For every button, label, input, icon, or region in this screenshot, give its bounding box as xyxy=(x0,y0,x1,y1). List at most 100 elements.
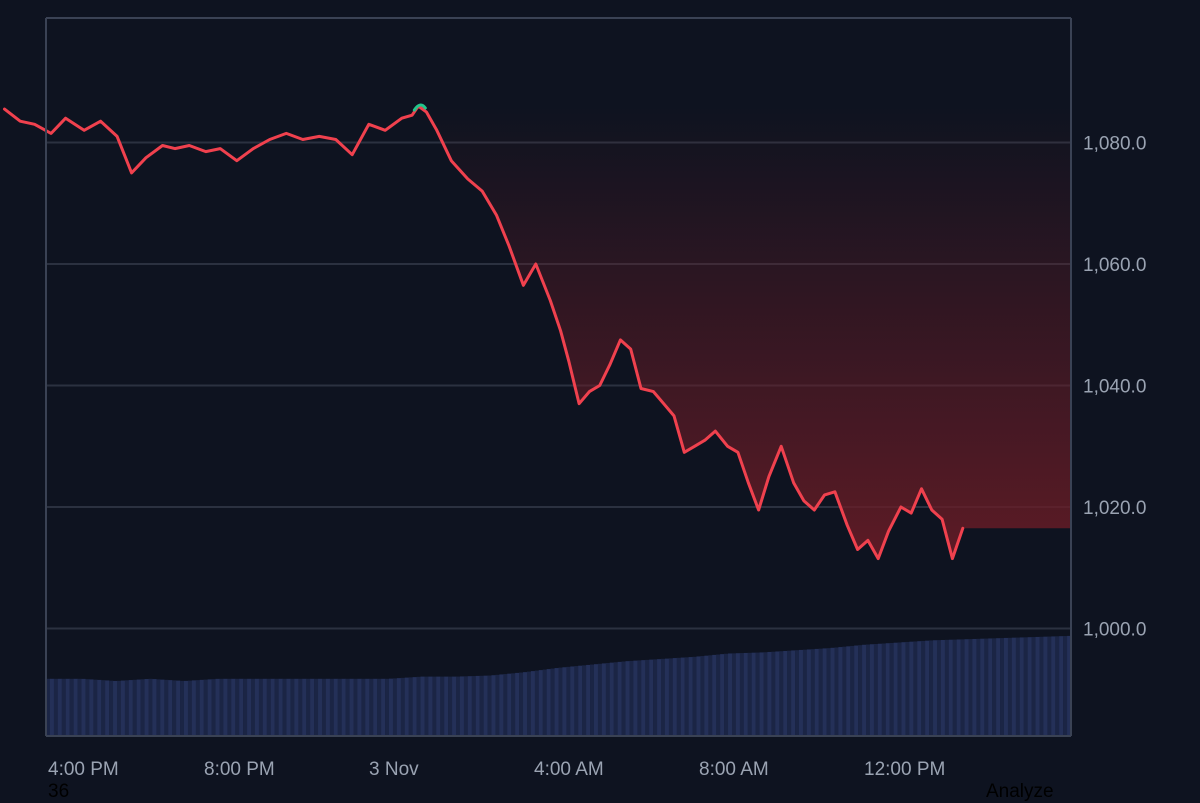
volume-bar xyxy=(274,678,279,736)
volume-bar xyxy=(846,646,851,736)
volume-bar xyxy=(420,676,425,736)
volume-bar xyxy=(763,652,768,736)
volume-bar xyxy=(140,679,145,736)
volume-bar xyxy=(751,652,756,736)
analyze-link[interactable]: Analyze xyxy=(986,781,1054,802)
volume-bar xyxy=(905,641,910,736)
volume-bar xyxy=(546,669,551,736)
volume-bar xyxy=(325,678,331,736)
volume-bar xyxy=(988,638,993,736)
volume-bar xyxy=(881,643,886,736)
volume-bar xyxy=(893,642,898,736)
volume-bar xyxy=(507,673,512,736)
y-tick-label: 1,080.0 xyxy=(1083,134,1146,155)
volume-bar xyxy=(176,680,181,736)
volume-bar xyxy=(1031,637,1036,736)
volume-bar xyxy=(1027,637,1032,736)
volume-bar xyxy=(156,679,161,736)
volume-bar xyxy=(164,679,169,736)
volume-bar xyxy=(61,678,66,736)
volume-bar xyxy=(444,676,449,736)
volume-bar xyxy=(46,678,51,736)
volume-bar xyxy=(692,656,697,736)
volume-bar xyxy=(251,678,256,736)
plot-frame xyxy=(45,17,1072,737)
volume-bar xyxy=(637,660,642,736)
volume-bar xyxy=(69,678,74,736)
volume-bar xyxy=(838,647,843,736)
volume-bar xyxy=(672,658,677,736)
volume-bar xyxy=(286,678,291,736)
volume-bar xyxy=(515,672,520,736)
volume-bar xyxy=(558,667,563,736)
volume-bar xyxy=(341,678,346,736)
volume-bar xyxy=(653,659,658,736)
x-axis-labels: 4:00 PM 8:00 PM 3 Nov 4:00 AM 8:00 AM 12:00 P… xyxy=(48,759,945,780)
volume-bar xyxy=(1067,635,1072,736)
volume-bar xyxy=(731,653,737,736)
volume-bar xyxy=(207,679,212,736)
volume-bar xyxy=(1055,636,1060,736)
volume-bar xyxy=(408,677,413,736)
volume-bar xyxy=(590,664,595,736)
volume-bar xyxy=(109,680,114,736)
volume-bar xyxy=(582,665,587,736)
volume-bar xyxy=(617,661,622,736)
volume-bar xyxy=(747,652,752,736)
volume-bar xyxy=(290,678,295,736)
volume-bar xyxy=(148,678,153,736)
volume-bar xyxy=(952,639,957,736)
volume-bar xyxy=(459,676,465,736)
volume-bar xyxy=(574,666,579,736)
volume-bar xyxy=(191,680,197,736)
y-axis-labels: 1,080.0 1,060.0 1,040.0 1,020.0 1,000.0 xyxy=(1083,134,1146,641)
volume-bar xyxy=(1063,636,1068,736)
volume-bar xyxy=(657,659,662,736)
volume-bar xyxy=(877,643,882,736)
volume-bar xyxy=(586,664,591,736)
x-tick-label: 4:00 PM xyxy=(48,759,119,780)
volume-bar xyxy=(65,678,70,736)
volume-bar xyxy=(1011,637,1017,736)
volume-bar xyxy=(219,678,224,736)
volume-bar xyxy=(633,660,638,736)
volume-bar xyxy=(806,649,812,736)
price-line[interactable] xyxy=(3,104,965,561)
volume-bar xyxy=(243,678,248,736)
volume-bar xyxy=(818,648,823,736)
volume-bar xyxy=(795,650,800,736)
volume-bar xyxy=(519,672,524,736)
volume-bar xyxy=(739,653,744,736)
volume-bar xyxy=(448,676,453,736)
volume-bar xyxy=(298,678,303,736)
volume-bar xyxy=(503,674,508,736)
volume-bar xyxy=(345,678,350,736)
volume-bar xyxy=(239,678,244,736)
volume-bar xyxy=(664,658,670,736)
volume-bar xyxy=(337,678,342,736)
volume-bar xyxy=(929,640,934,736)
footer-left-text: 36 xyxy=(48,781,70,802)
volume-bar xyxy=(452,676,457,736)
volume-bar xyxy=(850,645,855,736)
volume-bar xyxy=(542,669,547,736)
y-tick-label: 1,060.0 xyxy=(1083,255,1146,276)
volume-bar xyxy=(530,671,536,736)
volume-bar xyxy=(798,649,804,736)
volume-bars xyxy=(46,635,1072,736)
volume-bar xyxy=(810,649,815,736)
volume-bar xyxy=(463,676,469,736)
volume-bar xyxy=(936,640,942,736)
x-tick-label: 12:00 PM xyxy=(864,759,945,780)
volume-bar xyxy=(428,676,433,736)
volume-bar xyxy=(57,678,62,736)
volume-bar xyxy=(779,651,784,736)
volume-bar xyxy=(980,638,985,736)
volume-bar xyxy=(830,647,835,736)
volume-bar xyxy=(314,678,319,736)
volume-bar xyxy=(814,648,819,736)
volume-bar xyxy=(933,640,938,736)
volume-bar xyxy=(826,648,831,736)
volume-bar xyxy=(416,676,421,736)
